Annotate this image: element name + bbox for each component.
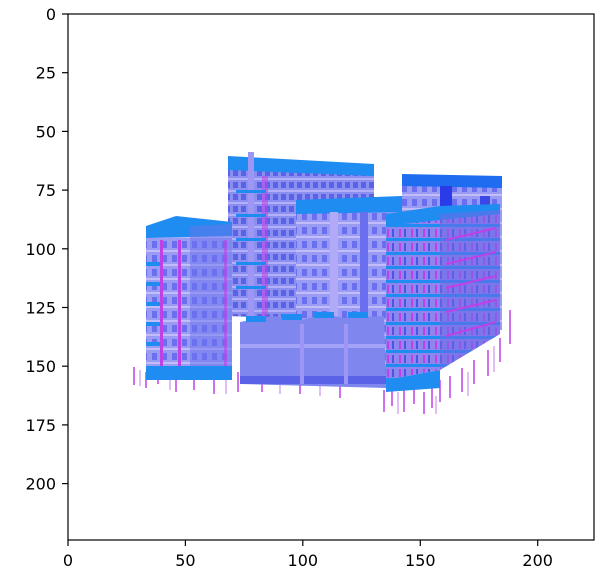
y-tick-label: 50 xyxy=(36,122,56,141)
x-tick-label: 200 xyxy=(522,551,553,570)
y-tick-label: 100 xyxy=(25,240,56,259)
block-back-right-roof xyxy=(402,174,502,188)
left-tower-balconies xyxy=(146,262,160,346)
x-tick-label: 100 xyxy=(288,551,319,570)
left-tower-accents xyxy=(160,240,227,370)
y-tick-label: 0 xyxy=(46,5,56,24)
y-tick-label: 200 xyxy=(25,475,56,494)
rear-balconies xyxy=(236,190,266,289)
building-image xyxy=(133,152,511,414)
y-tick-label: 175 xyxy=(25,416,56,435)
block-front-podium xyxy=(240,314,386,388)
y-tick-label: 25 xyxy=(36,64,56,83)
x-tick-label: 150 xyxy=(405,551,436,570)
x-tick-label: 0 xyxy=(63,551,73,570)
block-rear-tall-roof xyxy=(228,156,374,176)
x-tick-label: 50 xyxy=(175,551,195,570)
right-balcony-rails xyxy=(445,227,497,337)
y-axis: 0 25 50 75 100 125 150 175 200 xyxy=(25,5,68,494)
podium-roof xyxy=(246,312,368,322)
x-axis: 0 50 100 150 200 xyxy=(63,540,553,570)
ground-fringes-light xyxy=(139,346,495,414)
y-tick-label: 150 xyxy=(25,357,56,376)
block-middle-roof xyxy=(296,196,402,214)
y-tick-label: 75 xyxy=(36,181,56,200)
y-tick-label: 125 xyxy=(25,299,56,318)
